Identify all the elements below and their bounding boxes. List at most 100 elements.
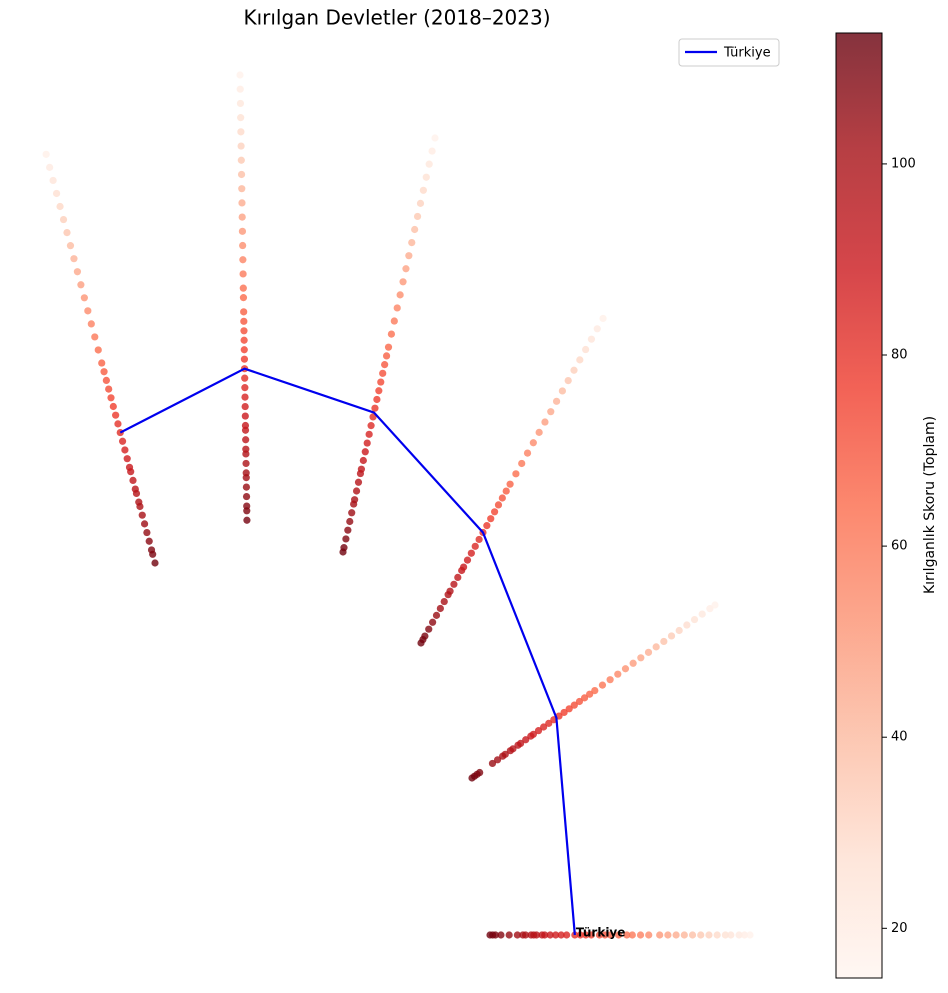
country-point [408,238,416,247]
country-point [534,727,543,735]
country-point [242,445,250,453]
country-point [705,931,713,939]
country-point [491,508,499,516]
country-point [487,515,495,523]
country-point [518,459,526,468]
country-point [242,459,250,468]
country-point [240,308,248,316]
country-point [413,212,422,221]
country-point [636,931,645,939]
country-point [502,487,510,495]
country-point [242,492,251,501]
country-point [664,931,672,939]
country-point [151,559,159,567]
country-point [49,176,57,185]
country-point [587,931,595,939]
country-point [242,483,251,491]
country-point [552,397,561,405]
country-point [239,270,247,278]
country-point [419,186,427,194]
country-point [373,395,381,404]
country-point [582,345,590,354]
country-point [595,931,604,939]
country-point [66,242,75,250]
country-point [382,352,391,360]
country-point [387,330,396,338]
country-point [135,498,143,506]
country-point [740,931,749,939]
legend: Türkiye [678,38,780,67]
country-point [129,476,137,484]
country-point [601,931,609,939]
country-point [393,304,401,312]
country-point [237,170,246,179]
country-point [241,402,249,411]
country-point [493,756,502,764]
country-point [672,931,680,939]
country-point [698,610,706,618]
country-point [70,255,78,263]
country-point [238,213,246,221]
country-point [564,377,572,385]
country-point [498,494,506,502]
country-point [241,393,249,401]
country-point [46,163,54,171]
country-point [629,659,637,667]
country-point [143,528,151,537]
country-point [547,408,555,416]
country-point [416,199,425,207]
country-point [546,931,554,939]
country-point [102,376,110,385]
country-point [241,412,249,420]
country-point [623,931,631,939]
colorbar-tick-label: 20 [891,921,908,936]
annotation: Türkiye [576,926,626,940]
country-point [123,455,131,463]
country-point [521,931,530,939]
country-point [352,487,361,495]
country-point [580,694,589,702]
country-point [690,615,699,624]
country-point [565,705,573,713]
country-point [652,643,660,651]
country-point [683,621,691,629]
country-point [476,768,484,777]
country-point [644,648,653,656]
country-point [359,456,367,465]
country-point [488,759,497,768]
country-point [541,931,549,939]
country-point [239,241,247,250]
colorbar-tick-label: 40 [891,730,908,745]
country-point [713,931,721,939]
country-point [475,535,483,544]
country-point [727,931,735,939]
country-point [346,517,354,526]
legend-label: Türkiye [723,46,771,61]
country-point [446,587,454,595]
country-point [628,931,636,939]
country-point [491,931,500,939]
country-point [523,449,532,457]
country-point [570,366,578,374]
country-point [59,215,68,224]
country-point [460,563,468,571]
country-point [236,71,244,79]
country-point [242,469,250,477]
country-point [367,422,375,430]
country-point [421,632,429,640]
country-point [381,361,389,369]
country-point [512,470,520,478]
country-point [545,719,553,727]
country-point [237,142,245,150]
country-point [606,676,614,684]
country-point [471,542,479,550]
country-point [361,448,369,456]
country-point [63,229,71,237]
country-point [241,421,250,430]
country-point [660,637,668,646]
country-point [506,480,514,488]
country-point [80,294,88,302]
country-point [240,336,248,344]
country-point [98,359,106,367]
country-point [243,502,251,510]
